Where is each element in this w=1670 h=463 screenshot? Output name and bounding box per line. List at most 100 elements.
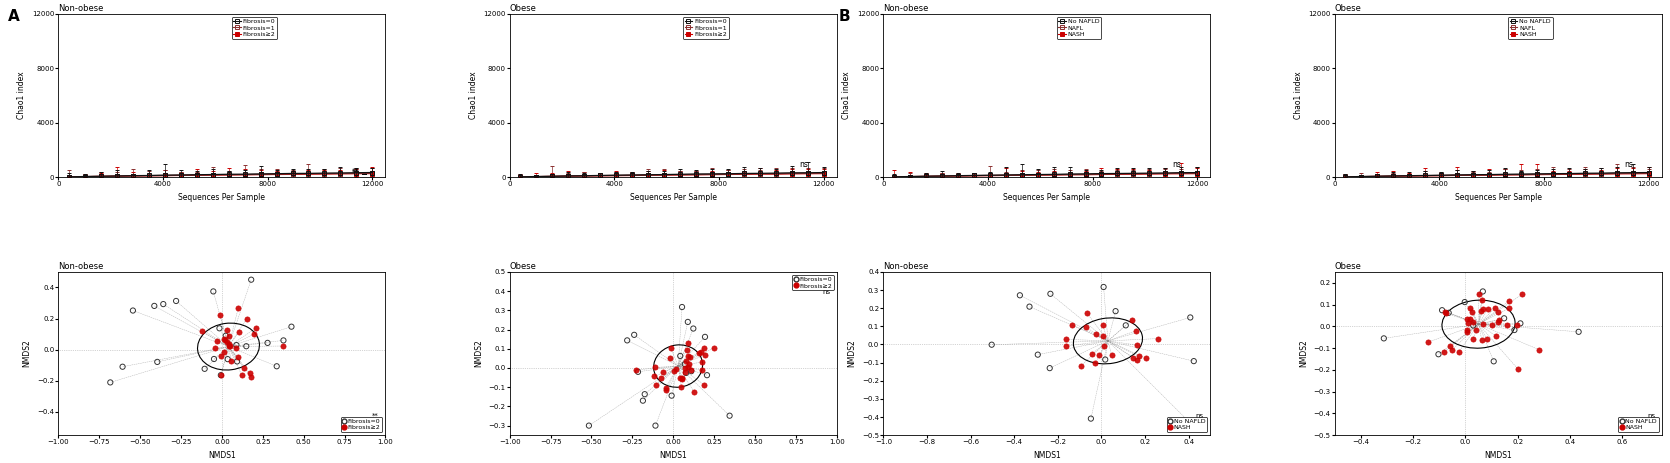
Point (623, 366, 650, 374)
Point (1470, 320, 1496, 327)
Point (1433, 310, 1460, 317)
Legend: Fibrosis=0, Fibrosis≥2: Fibrosis=0, Fibrosis≥2 (792, 275, 833, 290)
Text: ns: ns (798, 160, 808, 169)
Text: Obese: Obese (1334, 4, 1361, 13)
Text: Obese: Obese (509, 262, 536, 271)
Point (1505, 365, 1531, 373)
Y-axis label: Chao1 index: Chao1 index (17, 72, 27, 119)
Point (215, 342, 242, 350)
Point (217, 357, 244, 364)
Text: Non-obese: Non-obese (883, 4, 929, 13)
Point (653, 384, 680, 391)
Point (691, 344, 718, 352)
Point (688, 348, 715, 356)
Point (1446, 348, 1473, 355)
Point (691, 351, 718, 358)
Point (97, 379, 124, 386)
Point (670, 374, 696, 382)
Point (1526, 346, 1553, 353)
Point (207, 371, 234, 379)
Point (109, 363, 135, 370)
Point (1480, 357, 1506, 365)
Point (671, 364, 698, 371)
Point (1122, 327, 1149, 334)
Y-axis label: NMDS2: NMDS2 (474, 340, 483, 368)
Legend: No NAFLD, NAFL, NASH: No NAFLD, NAFL, NASH (1057, 17, 1101, 39)
Point (631, 390, 658, 398)
Point (215, 332, 242, 339)
Text: Obese: Obese (509, 4, 536, 13)
Point (232, 343, 259, 350)
Point (668, 375, 695, 383)
Point (210, 337, 237, 344)
Y-axis label: NMDS2: NMDS2 (848, 340, 857, 368)
Point (1091, 342, 1117, 350)
Point (653, 387, 680, 394)
Point (214, 356, 240, 363)
Point (1007, 292, 1034, 299)
Point (200, 288, 227, 295)
Point (210, 349, 237, 356)
Point (1132, 355, 1159, 362)
Point (641, 373, 668, 380)
Point (1086, 351, 1112, 358)
X-axis label: Sequences Per Sample: Sequences Per Sample (1455, 193, 1541, 202)
Point (1072, 324, 1099, 331)
Point (1456, 304, 1483, 312)
Point (264, 363, 291, 370)
Point (675, 352, 701, 360)
Point (230, 364, 257, 372)
X-axis label: NMDS1: NMDS1 (660, 451, 686, 460)
Point (150, 300, 177, 308)
Point (215, 340, 242, 347)
Point (663, 365, 690, 373)
Point (1451, 298, 1478, 306)
Point (680, 388, 706, 395)
Text: ns: ns (822, 288, 830, 294)
Point (680, 325, 706, 332)
Point (207, 353, 234, 360)
Point (666, 374, 693, 382)
X-axis label: NMDS1: NMDS1 (209, 451, 235, 460)
Point (1037, 364, 1064, 372)
Text: Non-obese: Non-obese (58, 4, 104, 13)
Point (1466, 290, 1493, 298)
Point (279, 323, 306, 331)
Point (224, 353, 250, 361)
Point (1126, 353, 1152, 360)
Text: **: ** (352, 169, 359, 178)
Point (668, 303, 695, 311)
Point (1052, 342, 1079, 350)
Legend: No NAFLD, NASH: No NAFLD, NASH (1618, 417, 1658, 432)
X-axis label: Sequences Per Sample: Sequences Per Sample (179, 193, 266, 202)
Point (666, 352, 693, 360)
Point (212, 332, 239, 339)
Point (224, 358, 250, 365)
Point (1493, 321, 1520, 329)
Point (1112, 322, 1139, 329)
Point (1440, 346, 1466, 354)
Point (1478, 321, 1505, 329)
Point (1468, 296, 1495, 303)
Point (1181, 357, 1207, 365)
Point (1468, 307, 1495, 314)
Point (1037, 290, 1064, 298)
Point (1052, 336, 1079, 343)
Point (979, 341, 1005, 348)
Legend: Fibrosis=0, Fibrosis=1, Fibrosis≥2: Fibrosis=0, Fibrosis=1, Fibrosis≥2 (683, 17, 728, 39)
Point (1475, 305, 1501, 312)
Point (678, 366, 705, 374)
Legend: No NAFLD, NASH: No NAFLD, NASH (1167, 417, 1207, 432)
Point (1435, 309, 1461, 317)
Point (1067, 362, 1094, 369)
Point (1414, 338, 1441, 346)
Text: **: ** (372, 413, 379, 419)
Point (240, 331, 267, 338)
Point (661, 367, 688, 375)
Point (675, 318, 701, 325)
Text: Non-obese: Non-obese (883, 262, 929, 271)
Point (656, 354, 683, 361)
Point (671, 361, 698, 368)
Text: ns: ns (1647, 413, 1655, 419)
Y-axis label: NMDS2: NMDS2 (1299, 340, 1308, 368)
